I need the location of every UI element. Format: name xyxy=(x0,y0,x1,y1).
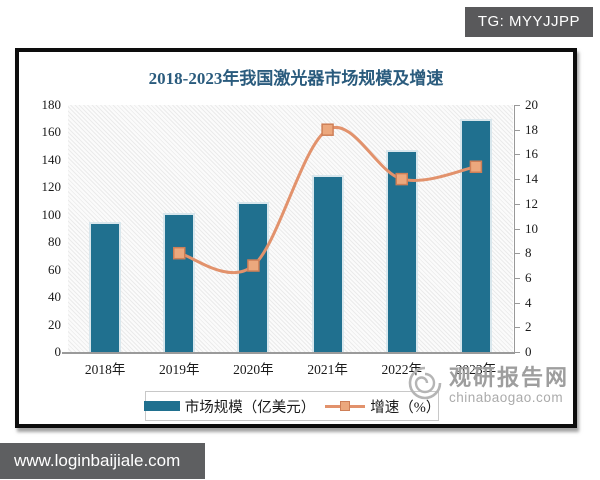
right-axis-tickmark xyxy=(514,327,520,329)
right-axis-tickmark xyxy=(514,277,520,279)
right-axis-tick: 8 xyxy=(525,245,532,261)
right-axis-tickmark xyxy=(514,203,520,205)
x-axis-labels: 2018年 2019年 2020年 2021年 2022年 2023年 xyxy=(68,358,513,378)
legend: 市场规模（亿美元） 增速（%） xyxy=(143,391,440,421)
right-axis-tick: 10 xyxy=(525,220,538,236)
legend-label-market-size: 市场规模（亿美元） xyxy=(184,399,316,416)
left-axis-tick: 100 xyxy=(41,206,62,222)
left-axis-tick: 180 xyxy=(41,97,62,112)
line-series-swatch xyxy=(325,400,366,412)
right-axis-tick: 6 xyxy=(525,269,532,285)
right-axis-tick: 2 xyxy=(525,319,532,335)
right-axis-tickmark xyxy=(514,129,520,131)
growth-marker xyxy=(321,123,334,136)
right-axis-tickmark xyxy=(514,154,520,156)
bar-2022年 xyxy=(385,150,418,352)
x-axis-label-2022年: 2022年 xyxy=(381,362,423,377)
bar-2023年 xyxy=(459,118,492,352)
left-axis-tick: 40 xyxy=(48,289,61,305)
growth-marker xyxy=(395,172,408,186)
right-axis-tick: 0 xyxy=(525,344,532,359)
chart-card-inner: 2018-2023年我国激光器市场规模及增速 180 160 140 120 100 80… xyxy=(19,52,573,424)
right-axis-tickmark xyxy=(514,302,520,304)
x-axis-label-2023年: 2023年 xyxy=(455,362,497,377)
legend-label-growth: 增速（%） xyxy=(370,399,441,416)
right-axis-tickmark xyxy=(514,228,520,230)
watermark-domain: chinabaogao.com xyxy=(448,390,564,406)
right-axis-tick: 12 xyxy=(525,195,538,211)
growth-marker xyxy=(247,259,260,272)
left-axis-tick: 160 xyxy=(41,124,62,140)
right-axis-tickmark xyxy=(514,179,520,181)
growth-line xyxy=(178,125,477,274)
line-swatch-marker xyxy=(340,401,351,411)
left-axis-tick: 20 xyxy=(48,316,61,332)
left-axis-tick: 0 xyxy=(54,344,62,359)
bar-2019年 xyxy=(163,213,196,352)
right-axis-tickmark xyxy=(514,253,520,255)
plot-area xyxy=(68,105,513,352)
telegram-badge: TG: MYYJJPP xyxy=(464,7,593,37)
right-axis-tickmark xyxy=(514,352,520,353)
right-axis-tick: 18 xyxy=(525,121,538,137)
bar-2018年 xyxy=(89,221,122,352)
right-axis-tickmark xyxy=(514,105,520,106)
right-axis-tick: 4 xyxy=(525,294,532,310)
bar-2021年 xyxy=(311,174,344,352)
chart-card: 2018-2023年我国激光器市场规模及增速 180 160 140 120 100 80… xyxy=(15,48,577,428)
right-axis-tick: 16 xyxy=(525,146,538,162)
x-axis-label-2021年: 2021年 xyxy=(307,362,348,377)
growth-line-chart xyxy=(173,123,483,274)
left-axis: 180 160 140 120 100 80 60 40 20 0 xyxy=(19,97,62,359)
x-axis-label-2019年: 2019年 xyxy=(159,362,200,377)
right-axis-tick: 14 xyxy=(525,171,538,187)
right-axis-tick: 20 xyxy=(525,97,538,112)
left-axis-tick: 120 xyxy=(41,179,62,195)
right-axis: 20 18 16 14 12 10 8 6 4 2 0 xyxy=(525,97,565,359)
left-axis-tick: 140 xyxy=(41,151,62,167)
legend-item-market-size: 市场规模（亿美元） xyxy=(143,396,316,417)
growth-marker xyxy=(469,160,483,173)
bar-series-swatch xyxy=(143,401,180,411)
bar-2020年 xyxy=(237,202,270,352)
left-axis-tick: 60 xyxy=(48,261,61,277)
legend-item-growth: 增速（%） xyxy=(325,396,440,417)
left-axis-tick: 80 xyxy=(48,234,61,250)
x-axis-label-2020年: 2020年 xyxy=(233,362,274,377)
x-axis-line xyxy=(62,352,515,354)
url-bar: www.loginbaijiale.com xyxy=(0,443,205,479)
x-axis-label-2018年: 2018年 xyxy=(84,362,126,377)
chart-title: 2018-2023年我国激光器市场规模及增速 xyxy=(148,69,444,88)
growth-marker xyxy=(173,246,186,260)
right-axis-tickmarks xyxy=(514,105,520,353)
